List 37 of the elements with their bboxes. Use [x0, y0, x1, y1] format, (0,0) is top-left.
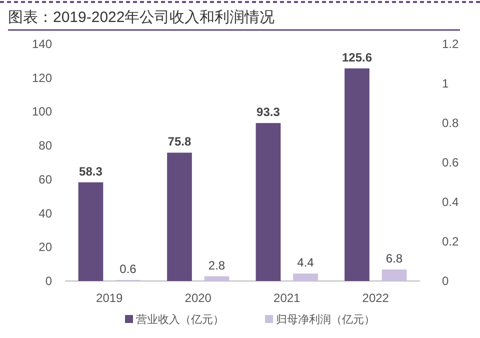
y2-tick-label: 0.4 [442, 195, 460, 209]
y-tick-label: 40 [38, 206, 52, 220]
y-tick-label: 60 [38, 172, 52, 186]
legend-label: 营业收入（亿元） [136, 313, 224, 326]
legend-label: 归母净利润（亿元） [276, 313, 375, 326]
x-tick-label: 2021 [274, 291, 301, 305]
chart-title: 图表：2019-2022年公司收入和利润情况 [8, 9, 275, 26]
y2-tick-label: 1.2 [442, 37, 460, 51]
bar [204, 276, 230, 281]
bar [167, 152, 192, 281]
y-tick-label: 80 [38, 138, 52, 153]
data-label: 0.6 [120, 262, 137, 276]
bar [344, 68, 370, 281]
y2-tick-label: 0.2 [442, 234, 460, 248]
data-label: 2.8 [208, 258, 226, 272]
bar [78, 182, 104, 281]
data-label: 125.6 [342, 50, 372, 64]
y-tick-label: 140 [32, 37, 52, 51]
y2-tick-label: 1 [442, 76, 449, 90]
y-tick-label: 0 [45, 274, 52, 288]
y2-tick-label: 0.8 [442, 116, 460, 130]
data-label: 93.3 [256, 105, 280, 120]
data-label: 6.8 [386, 251, 403, 266]
y2-tick-label: 0 [442, 274, 449, 288]
data-label: 4.4 [297, 256, 314, 270]
y2-tick-label: 0.6 [442, 156, 460, 170]
x-tick-label: 2019 [96, 291, 124, 305]
y-tick-label: 20 [38, 240, 52, 254]
x-tick-label: 2022 [362, 291, 390, 305]
y-tick-label: 100 [32, 104, 52, 119]
x-tick-label: 2020 [184, 291, 212, 305]
data-label: 58.3 [79, 164, 103, 178]
data-label: 75.8 [168, 134, 192, 149]
y-tick-label: 120 [32, 70, 52, 85]
bar [382, 269, 407, 281]
bar [293, 274, 318, 281]
bar [256, 123, 281, 281]
